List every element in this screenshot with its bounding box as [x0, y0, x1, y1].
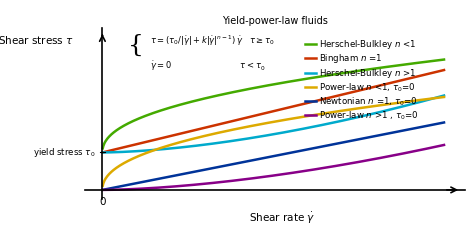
Text: $\tau = (\tau_0/|\dot{\gamma}| + k|\dot{\gamma}|^{n-1})\,\dot{\gamma}$   $\tau \: $\tau = (\tau_0/|\dot{\gamma}| + k|\dot{… — [150, 33, 275, 48]
Title: Yield-power-law fluids: Yield-power-law fluids — [222, 16, 328, 26]
Text: Shear stress $\tau$: Shear stress $\tau$ — [0, 34, 74, 46]
Text: {: { — [128, 34, 144, 57]
Text: $\dot{\gamma} = 0$                          $\tau < \tau_0$: $\dot{\gamma} = 0$ $\tau < \tau_0$ — [150, 59, 265, 73]
Legend: Herschel-Bulkley $n$ <1, Bingham $n$ =1, Herschel-Bulkley $n$ >1, Power-law $n$ : Herschel-Bulkley $n$ <1, Bingham $n$ =1,… — [302, 34, 422, 125]
Text: 0: 0 — [99, 197, 106, 207]
Text: Shear rate $\dot{\gamma}$: Shear rate $\dot{\gamma}$ — [249, 211, 316, 226]
Text: yield stress $\tau_0$: yield stress $\tau_0$ — [33, 146, 96, 159]
